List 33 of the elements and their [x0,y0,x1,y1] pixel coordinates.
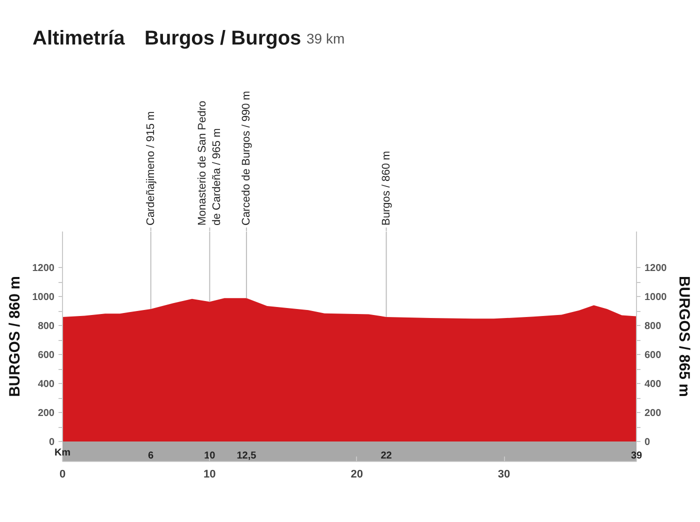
annotation: Burgos / 860 m [380,150,392,226]
x2-axis-title: Km [54,448,71,458]
annotation: Carcedo de Burgos / 990 m [240,90,252,226]
y-tick-label: 800 [38,321,55,332]
x-tick-label: 0 [59,468,66,480]
chart-title: Altimetría [32,28,126,50]
y2-tick-label: 1000 [644,292,668,304]
y2-tick-label: 600 [644,350,662,362]
y-tick-label: 600 [38,350,55,362]
y2-tick-label: 800 [644,321,662,332]
y2-axis-title: BURGOS / 865 m [676,276,693,397]
x-tick-label: 20 [350,468,363,480]
y2-tick-label: 400 [644,379,662,390]
x-tick-label: 30 [498,468,510,480]
y2-tick-label: 200 [644,408,662,420]
y2-tick-label: 1200 [644,263,668,274]
y-axis-title: BURGOS / 860 m [6,276,24,397]
y-tick-label: 200 [38,408,55,420]
text: 39 km [306,30,345,46]
y-tick-label: 1200 [32,263,55,274]
x2-tick-label: 6 [148,450,154,462]
y2-tick-label: 0 [644,437,650,448]
x2-tick-label: 22 [380,450,392,462]
annotation: Monasterio de San Pedro de Cardeña / 965 m [196,100,223,226]
x2-tick-label: 12,5 [236,450,257,462]
chart-subtitle: Burgos / Burgos [144,28,302,50]
x-tick-label: 10 [204,468,216,480]
y-tick-label: 1000 [32,292,55,304]
x2-tick-label: 10 [204,450,216,462]
y-tick-label: 0 [48,437,55,448]
x2-tick-label: 39 [630,450,642,462]
y-tick-label: 400 [38,379,55,390]
annotation: Cardeñajimeno / 915 m [144,111,157,226]
